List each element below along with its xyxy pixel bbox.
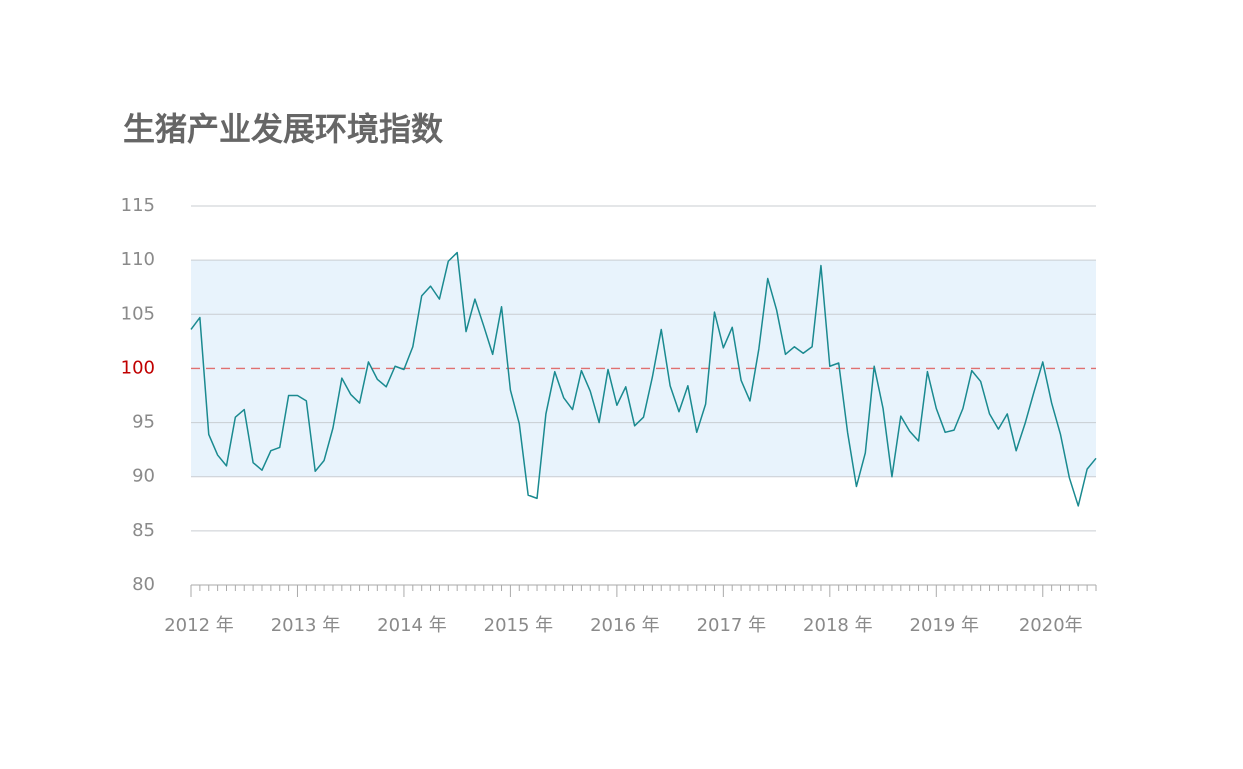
y-tick-label: 115 (121, 195, 155, 216)
y-tick-label: 80 (132, 574, 155, 595)
x-tick-label: 2016 年 (590, 615, 660, 636)
x-tick-label: 2018 年 (803, 615, 873, 636)
y-tick-label: 110 (121, 249, 155, 270)
x-tick-label: 2013 年 (271, 615, 341, 636)
y-tick-label: 90 (132, 466, 155, 487)
x-tick-label: 2015 年 (484, 615, 554, 636)
chart-title: 生猪产业发展环境指数 (123, 110, 444, 148)
y-tick-label: 100 (121, 357, 155, 378)
x-tick-label: 2014 年 (377, 615, 447, 636)
x-tick-label: 2017 年 (697, 615, 767, 636)
y-tick-label: 105 (121, 303, 155, 324)
x-tick-label: 2019 年 (910, 615, 980, 636)
x-tick-label: 2020年 (1019, 615, 1083, 636)
y-tick-label: 95 (132, 412, 155, 433)
y-tick-label: 85 (132, 520, 155, 541)
series-line (190, 251, 1097, 507)
x-tick-label: 2012 年 (164, 615, 234, 636)
